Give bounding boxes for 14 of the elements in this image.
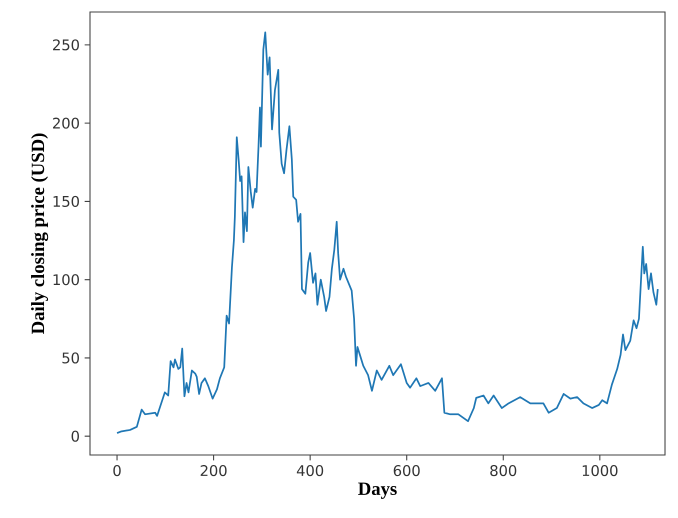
x-tick-label: 600 — [394, 465, 420, 476]
x-tick-label: 1000 — [582, 465, 618, 476]
y-tick-label: 50 — [62, 352, 79, 364]
y-tick-label: 100 — [54, 274, 79, 286]
y-tick-label: 0 — [72, 430, 79, 442]
x-tick-label: 200 — [200, 465, 227, 476]
x-tick-label: 400 — [296, 465, 324, 476]
x-axis-title: Days — [358, 482, 397, 499]
y-tick-label: 250 — [53, 39, 79, 50]
y-tick-label: 200 — [53, 118, 79, 129]
y-axis-title: Daily closing price (USD) — [31, 133, 48, 334]
y-tick-label: 150 — [54, 196, 79, 207]
x-tick-label: 800 — [490, 465, 516, 476]
x-tick-label: 0 — [113, 465, 121, 476]
